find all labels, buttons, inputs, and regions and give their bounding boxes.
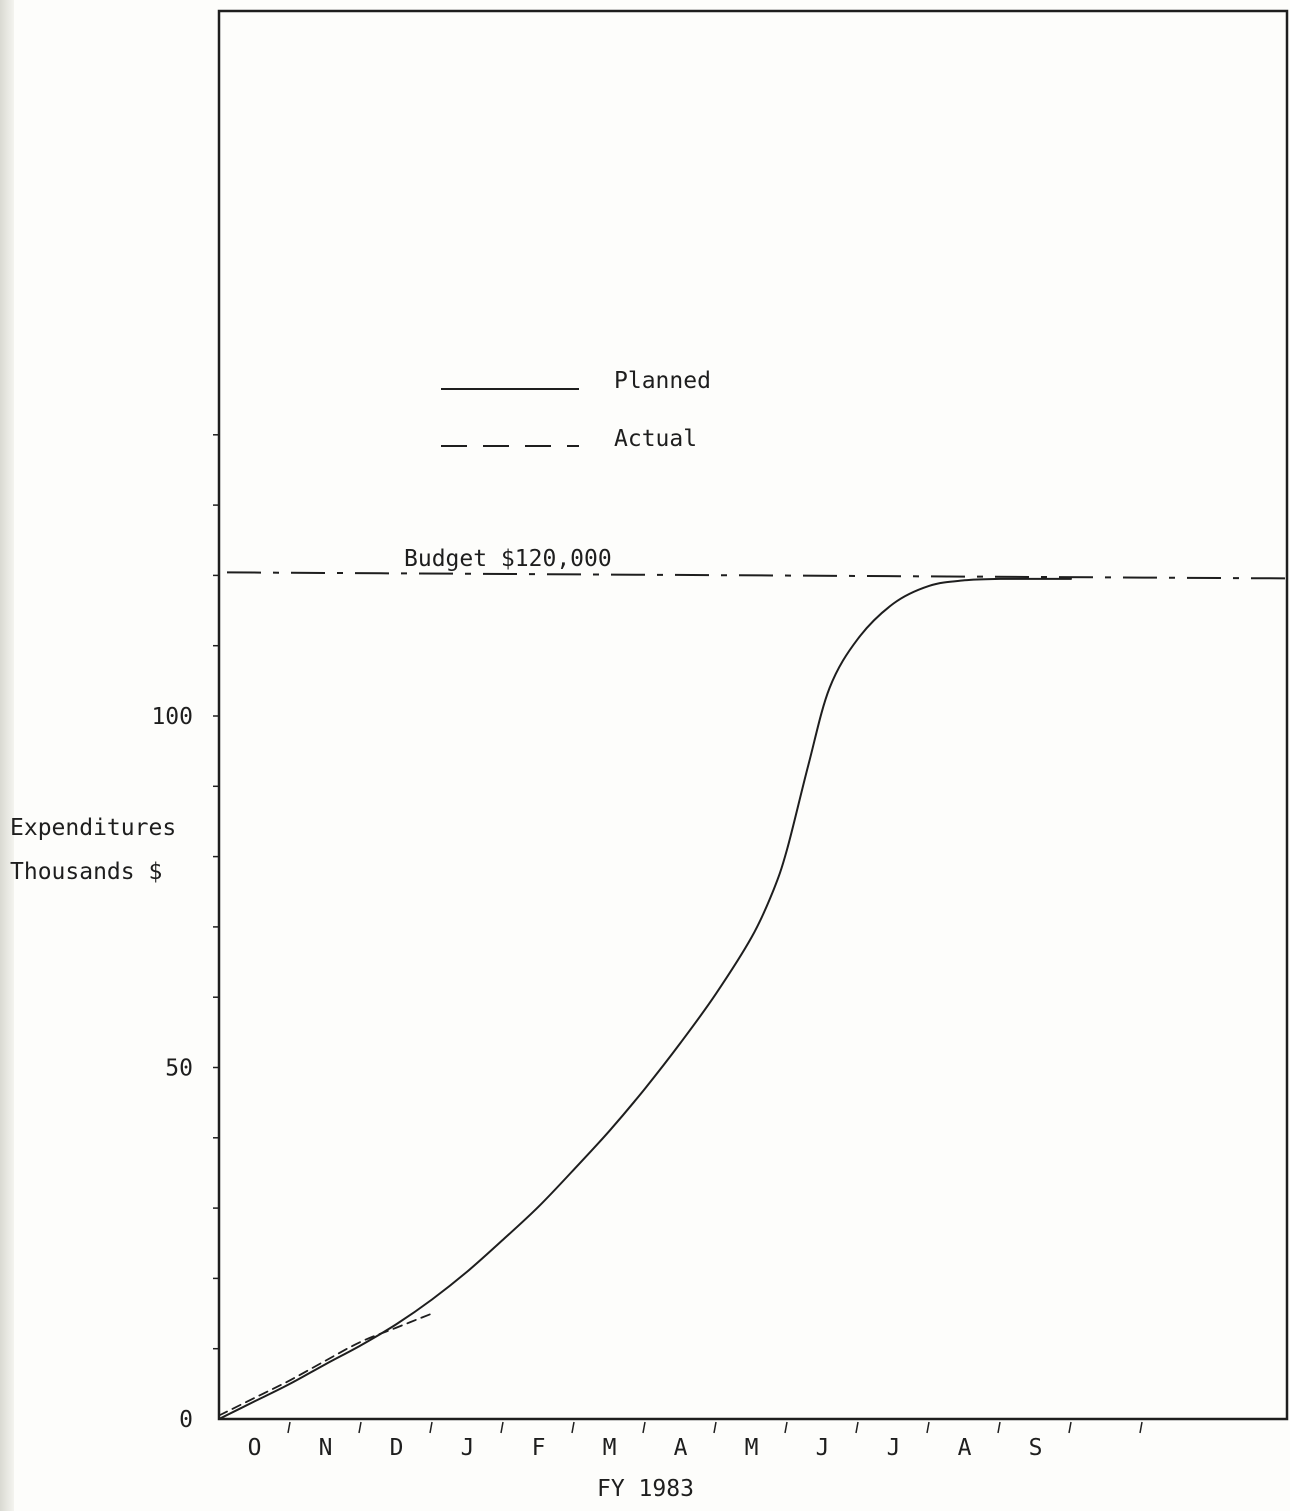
x-ticks xyxy=(287,1421,1143,1434)
legend: Planned Actual xyxy=(441,368,711,452)
x-tick-label: F xyxy=(532,1435,546,1461)
y-tick-label: 0 xyxy=(179,1407,193,1433)
series-line-actual xyxy=(218,1312,433,1417)
plot-frame xyxy=(217,9,1289,1421)
series-layer xyxy=(218,577,1072,1420)
x-tick-mark xyxy=(1068,1421,1072,1434)
x-tick-mark xyxy=(713,1421,717,1434)
y-tick-labels: 0 50 100 xyxy=(151,704,193,1433)
x-tick-label: J xyxy=(461,1435,475,1461)
x-tick-label: D xyxy=(390,1435,404,1461)
x-tick-mark xyxy=(926,1421,930,1434)
legend-label-actual: Actual xyxy=(614,426,697,452)
x-tick-label: A xyxy=(674,1435,688,1461)
x-tick-mark xyxy=(1139,1421,1143,1434)
x-axis-label: FY 1983 xyxy=(597,1476,694,1502)
x-tick-label: A xyxy=(958,1435,972,1461)
x-tick-label: J xyxy=(887,1435,901,1461)
series-line-planned xyxy=(218,577,1072,1420)
x-tick-mark xyxy=(500,1421,504,1434)
x-tick-label: M xyxy=(745,1435,759,1461)
x-tick-mark xyxy=(571,1421,575,1434)
x-tick-mark xyxy=(997,1421,1001,1434)
x-tick-mark xyxy=(358,1421,362,1434)
y-tick-label: 50 xyxy=(165,1056,193,1082)
x-tick-label: S xyxy=(1029,1435,1043,1461)
budget-label: Budget $120,000 xyxy=(404,546,612,572)
x-tick-mark xyxy=(784,1421,788,1434)
x-tick-label: J xyxy=(816,1435,830,1461)
x-tick-mark xyxy=(429,1421,433,1434)
x-tick-label: M xyxy=(603,1435,617,1461)
y-tick-label: 100 xyxy=(151,704,193,730)
x-tick-mark xyxy=(287,1421,291,1434)
x-tick-mark xyxy=(855,1421,859,1434)
x-tick-label: O xyxy=(248,1435,262,1461)
y-axis-label-line-1: Expenditures xyxy=(10,815,177,841)
y-axis-label-line-2: Thousands $ xyxy=(10,859,163,885)
scan-edge xyxy=(0,0,14,1511)
legend-label-planned: Planned xyxy=(614,368,711,394)
budget-line xyxy=(226,571,1288,580)
x-tick-mark xyxy=(642,1421,646,1434)
y-minor-ticks xyxy=(213,434,219,1350)
x-tick-label: N xyxy=(319,1435,333,1461)
